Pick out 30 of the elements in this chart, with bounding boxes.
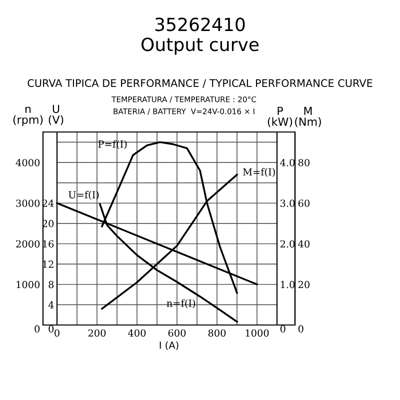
x-tick-label: 200 <box>88 329 106 337</box>
y-tick-label: 1000 <box>16 280 40 288</box>
y2-axis-title: M (Nm) <box>295 106 321 128</box>
y2-tick-label: 4 <box>48 301 54 308</box>
chart-title: 35262410 <box>155 18 245 32</box>
x-tick-label: 1000 <box>246 329 269 337</box>
y-tick-label: 4.0 <box>280 158 295 166</box>
chart-subtitle: Output curve <box>141 38 259 55</box>
text: CURVA TIPICA DE PERFORMANCE / TYPICAL PERFORMANCE CURVE <box>28 79 372 88</box>
y-tick-label: 3.0 <box>280 200 295 207</box>
y2-tick-label: 80 <box>298 158 310 166</box>
x-tick-label: 400 <box>128 329 146 337</box>
y-axis-title: n (rpm) <box>13 106 43 126</box>
y-axis-title: P (kW) <box>268 106 292 128</box>
y2-tick-label: 40 <box>298 240 310 248</box>
y-tick-label: 2.0 <box>280 240 295 248</box>
y-tick-label: 1.0 <box>280 280 295 288</box>
y-tick-label: 4000 <box>16 158 40 166</box>
x-tick-label: 800 <box>208 329 226 337</box>
y2-tick-label: 60 <box>298 200 310 207</box>
x-tick-label: 600 <box>168 329 186 337</box>
y2-tick-label: 12 <box>43 260 54 268</box>
x-tick-label: 0 <box>54 329 60 337</box>
x-axis-title: I (A) <box>160 341 178 350</box>
y2-tick-label: 20 <box>298 280 310 288</box>
y-tick-label: 2000 <box>16 240 40 248</box>
y2-tick-label: 8 <box>48 280 54 288</box>
y2-tick-label: 16 <box>43 240 54 248</box>
y-tick-label: 3000 <box>16 200 40 207</box>
y2-axis-title: U (V) <box>48 104 64 126</box>
